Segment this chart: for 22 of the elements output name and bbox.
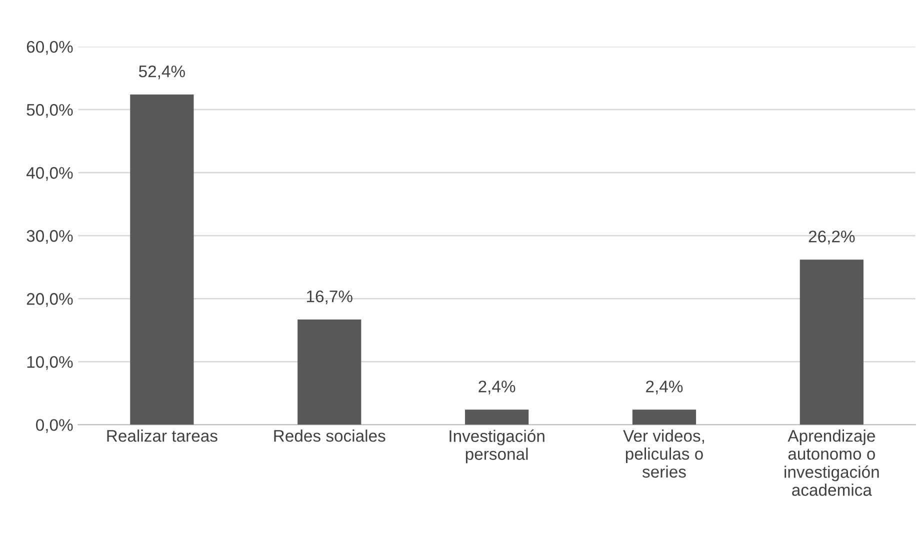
data-label: 26,2% (808, 230, 855, 244)
bar (464, 410, 529, 425)
bar (800, 260, 864, 425)
data-label: 2,4% (646, 380, 683, 394)
x-tick-label: Investigación personal (450, 430, 544, 464)
y-tick-label: 20,0% (26, 293, 73, 307)
y-tick-label: 30,0% (26, 230, 73, 244)
bar (298, 319, 362, 425)
y-tick-label: 60,0% (26, 40, 73, 55)
data-label: 2,4% (478, 380, 516, 394)
y-tick-label: 40,0% (26, 167, 73, 181)
data-label: 52,4% (138, 65, 185, 80)
y-tick-label: 0,0% (36, 419, 73, 433)
x-tick-label: Redes sociales (274, 430, 386, 442)
bar (632, 410, 696, 425)
bar (130, 94, 194, 425)
x-tick-label: Ver videos, peliculas o series (623, 430, 704, 478)
data-label: 16,7% (307, 290, 352, 304)
x-tick-label: Aprendizaje autonomo o investigación academica (784, 430, 879, 496)
x-tick-label: Realizar tareas (107, 430, 218, 442)
y-tick-label: 10,0% (27, 356, 73, 370)
y-tick-label: 50,0% (26, 104, 73, 118)
